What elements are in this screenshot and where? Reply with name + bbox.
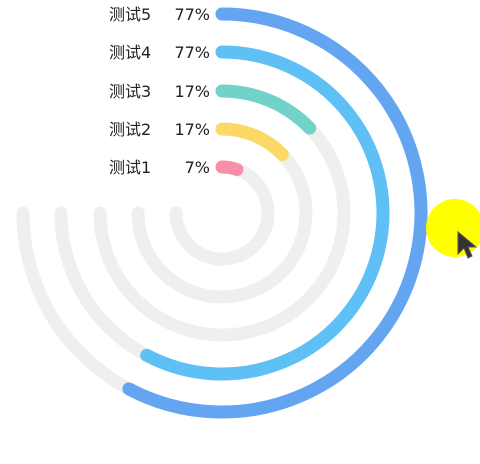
category-label-4: 测试4	[109, 43, 151, 62]
category-label-2: 测试2	[109, 120, 151, 139]
value-label-3: 17%	[174, 82, 210, 101]
bar-4[interactable]	[140, 45, 390, 381]
value-label-5: 77%	[174, 5, 210, 24]
category-label-3: 测试3	[109, 82, 151, 101]
bar-2[interactable]	[215, 122, 289, 162]
category-label-5: 测试5	[109, 5, 151, 24]
value-label-4: 77%	[174, 43, 210, 62]
mouse-pointer-icon	[457, 230, 478, 259]
bar-3[interactable]	[215, 84, 317, 135]
value-label-1: 7%	[185, 158, 210, 177]
bar-1[interactable]	[215, 160, 244, 176]
bar-5[interactable]	[122, 7, 428, 419]
category-label-1: 测试1	[109, 158, 151, 177]
track-1	[169, 160, 275, 266]
value-label-2: 17%	[174, 120, 210, 139]
